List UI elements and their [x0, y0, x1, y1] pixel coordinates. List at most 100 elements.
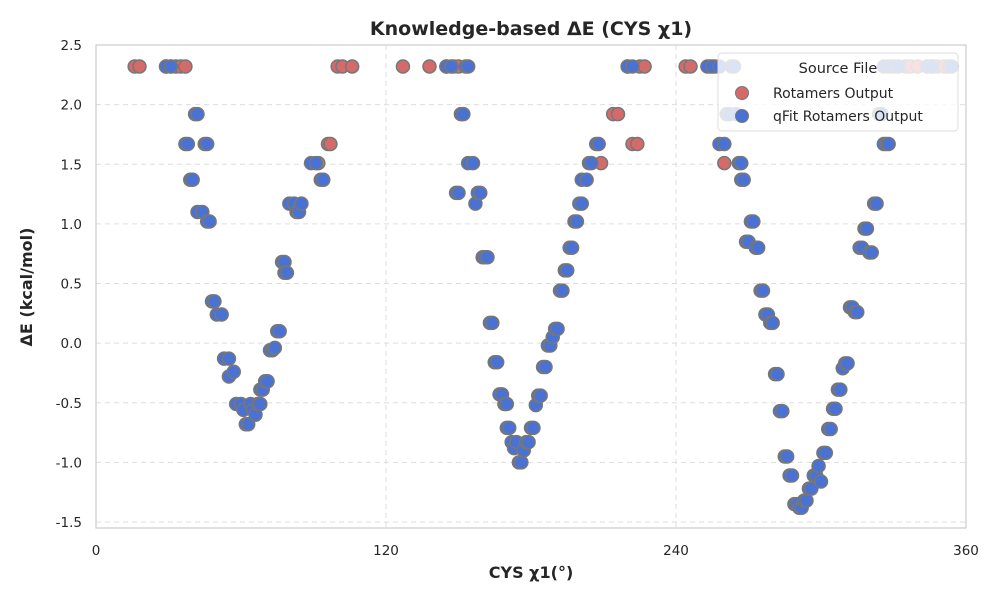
data-point [569, 214, 585, 229]
data-point [279, 265, 295, 281]
data-point [840, 356, 855, 371]
series-qfit-rotamers [158, 59, 959, 515]
data-point [533, 388, 548, 403]
x-tick-label: 240 [663, 543, 689, 559]
data-point [178, 59, 193, 74]
data-point [555, 283, 570, 298]
data-point [818, 445, 834, 461]
data-point [864, 245, 879, 260]
data-point [199, 136, 215, 152]
data-point [214, 307, 229, 322]
y-tick-label: -1.5 [56, 515, 82, 531]
y-tick-labels: -1.5 -1.0 -0.5 0.0 0.5 1.0 1.5 2.0 2.5 [56, 38, 82, 531]
y-tick-label: 1.0 [61, 217, 82, 233]
data-point [465, 155, 481, 171]
data-point [784, 468, 800, 483]
data-point [746, 214, 761, 229]
legend-label-rotamers: Rotamers Output [773, 86, 894, 102]
data-point [253, 396, 268, 412]
data-point [574, 196, 589, 211]
y-tick-label: 2.0 [61, 98, 82, 114]
data-point [207, 294, 222, 309]
plot-frame [95, 44, 967, 529]
data-point [750, 240, 766, 255]
data-point [717, 136, 732, 152]
data-point [499, 396, 515, 412]
data-point [591, 136, 606, 152]
data-point [294, 196, 309, 211]
data-point [272, 323, 287, 339]
data-point [775, 403, 790, 419]
data-point [185, 172, 200, 188]
data-point [859, 221, 875, 236]
legend: Source File Rotamers Output qFit Rotamer… [717, 52, 959, 132]
data-point [241, 416, 256, 432]
data-point [564, 240, 580, 255]
data-point [526, 420, 541, 436]
legend-box [717, 52, 959, 132]
x-tick-labels: 0 120 240 360 [92, 543, 979, 559]
data-point [610, 106, 626, 122]
y-tick-label: 0.5 [61, 277, 82, 293]
legend-label-qfit: qFit Rotamers Output [773, 109, 923, 125]
data-point [226, 364, 241, 380]
data-point [799, 493, 814, 508]
x-tick-label: 120 [373, 543, 399, 559]
data-point [850, 304, 865, 320]
data-point [315, 172, 331, 188]
data-point [323, 136, 338, 152]
data-point [779, 449, 795, 464]
data-point [132, 59, 147, 74]
legend-title: Source File [799, 61, 878, 77]
data-point [683, 59, 698, 74]
data-point [869, 196, 884, 211]
data-point [180, 136, 196, 152]
data-point [755, 283, 771, 298]
data-point [630, 136, 645, 152]
data-point [502, 420, 517, 436]
data-point [460, 59, 476, 74]
data-point [514, 455, 529, 470]
y-tick-label: -0.5 [56, 396, 82, 412]
data-point [267, 340, 283, 356]
y-tick-label: 1.5 [61, 157, 82, 173]
data-point [489, 354, 505, 370]
data-point [395, 59, 411, 74]
data-point [833, 382, 848, 397]
y-tick-label: -1.0 [56, 455, 82, 471]
data-point [221, 351, 237, 366]
x-tick-label: 0 [92, 543, 101, 559]
data-point [550, 321, 565, 337]
legend-marker-rotamers [735, 86, 749, 100]
data-point [521, 434, 536, 450]
data-point [584, 155, 599, 171]
data-point [881, 136, 896, 152]
data-point [451, 185, 466, 201]
data-point [637, 59, 652, 74]
data-point [734, 155, 749, 171]
y-axis-label: ΔE (kcal/mol) [17, 228, 36, 347]
data-point [344, 59, 360, 74]
data-point [813, 474, 829, 489]
data-point [444, 59, 459, 74]
legend-marker-qfit [735, 109, 749, 123]
data-point [811, 458, 826, 474]
data-point [485, 315, 500, 331]
data-point [422, 59, 437, 74]
data-point [770, 366, 785, 382]
chart-title: Knowledge-based ΔE (CYS χ1) [370, 18, 692, 40]
data-point [765, 315, 780, 331]
data-point [736, 172, 751, 188]
data-point [560, 263, 575, 278]
data-point [538, 359, 553, 375]
data-point [202, 214, 217, 229]
data-point [308, 155, 324, 171]
data-point [828, 401, 843, 416]
data-point [717, 155, 732, 171]
x-tick-label: 360 [953, 543, 979, 559]
data-point [190, 106, 205, 122]
data-point [456, 106, 471, 122]
data-point [163, 59, 179, 74]
data-point [823, 421, 838, 437]
